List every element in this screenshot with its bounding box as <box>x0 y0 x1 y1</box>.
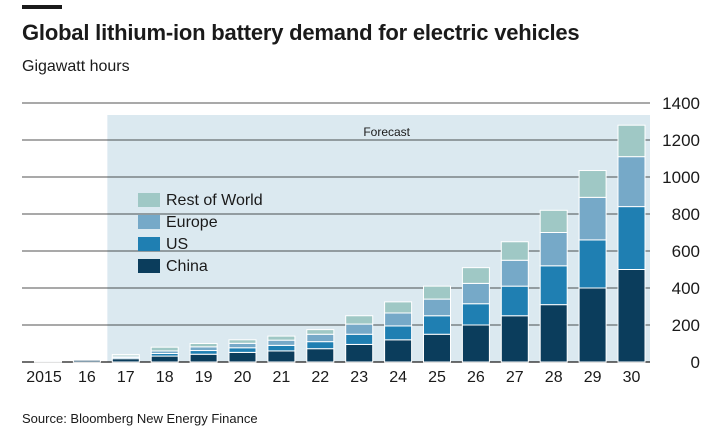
bar-europe <box>461 282 490 305</box>
x-tick-label: 30 <box>623 369 641 386</box>
bar-rest-of-world <box>345 315 374 325</box>
y-tick-label: 1400 <box>662 94 700 113</box>
bar-china <box>189 353 218 363</box>
bar-us <box>267 344 296 352</box>
bar-europe <box>384 312 413 327</box>
source-note: Source: Bloomberg New Energy Finance <box>22 411 258 426</box>
legend-label-europe: Europe <box>166 214 218 231</box>
bar-rest-of-world <box>150 346 179 352</box>
bar-europe <box>578 196 607 241</box>
chart-subtitle: Gigawatt hours <box>22 58 130 75</box>
bar-china <box>150 355 179 363</box>
x-tick-label: 21 <box>273 369 291 386</box>
y-tick-label: 400 <box>672 279 700 298</box>
bar-rest-of-world <box>228 339 257 344</box>
bar-china <box>228 351 257 363</box>
x-tick-label: 2015 <box>26 369 62 386</box>
bar-rest-of-world <box>189 343 218 348</box>
bar-us <box>461 303 490 326</box>
bar-china <box>617 269 646 363</box>
bar-rest-of-world <box>617 124 646 158</box>
bar-europe <box>306 333 335 343</box>
x-tick-label: 24 <box>389 369 407 386</box>
bar-rest-of-world <box>384 301 413 314</box>
y-tick-label: 800 <box>672 205 700 224</box>
legend-label-us: US <box>166 236 188 253</box>
bar-china <box>423 333 451 363</box>
x-tick-label: 26 <box>467 369 485 386</box>
bar-china <box>539 304 568 363</box>
bar-china <box>384 339 413 363</box>
legend-swatch-china <box>138 259 160 273</box>
x-tick-label: 27 <box>506 369 524 386</box>
bar-china <box>345 343 374 363</box>
legend-swatch-rest-of-world <box>138 193 160 207</box>
bar-rest-of-world <box>306 329 335 335</box>
bar-us <box>539 265 568 306</box>
x-tick-label: 22 <box>311 369 329 386</box>
x-tick-label: 28 <box>545 369 563 386</box>
x-tick-label: 17 <box>117 369 135 386</box>
y-tick-label: 200 <box>672 316 700 335</box>
legend-label-rest-of-world: Rest of World <box>166 192 263 209</box>
bar-china <box>267 350 296 363</box>
bar-europe <box>345 323 374 335</box>
bar-rest-of-world <box>267 335 296 341</box>
bar-us <box>500 285 529 317</box>
bar-us <box>578 239 607 289</box>
bar-europe <box>423 298 451 317</box>
bar-europe <box>617 156 646 208</box>
y-tick-label: 600 <box>672 242 700 261</box>
bar-rest-of-world <box>423 285 451 300</box>
bar-us <box>189 350 218 355</box>
y-tick-label: 1000 <box>662 168 700 187</box>
bar-china <box>578 287 607 363</box>
chart-title: Global lithium-ion battery demand for el… <box>22 20 580 45</box>
bar-china <box>461 324 490 363</box>
bar-rest-of-world <box>500 241 529 261</box>
legend-swatch-us <box>138 237 160 251</box>
y-tick-label: 1200 <box>662 131 700 150</box>
legend-swatch-europe <box>138 215 160 229</box>
bar-us <box>617 206 646 271</box>
x-tick-label: 18 <box>156 369 174 386</box>
bar-europe <box>189 346 218 352</box>
x-tick-label: 29 <box>584 369 602 386</box>
bar-europe <box>539 232 568 267</box>
bar-us <box>384 325 413 341</box>
x-tick-label: 19 <box>195 369 213 386</box>
x-tick-label: 16 <box>78 369 96 386</box>
bar-rest-of-world <box>578 170 607 198</box>
bar-rest-of-world <box>461 267 490 284</box>
x-tick-label: 25 <box>428 369 446 386</box>
title-rule <box>22 5 62 9</box>
forecast-label: Forecast <box>363 125 410 139</box>
bar-us <box>306 341 335 350</box>
y-tick-label: 0 <box>691 353 700 372</box>
bar-china <box>500 315 529 363</box>
bar-rest-of-world <box>111 354 140 357</box>
bar-us <box>423 315 451 335</box>
legend-label-china: China <box>166 258 208 275</box>
bar-europe <box>267 339 296 346</box>
bar-china <box>306 348 335 363</box>
bar-us <box>345 333 374 345</box>
bar-europe <box>500 259 529 287</box>
x-tick-label: 20 <box>234 369 252 386</box>
bar-europe <box>228 342 257 349</box>
x-tick-label: 23 <box>350 369 368 386</box>
bar-rest-of-world <box>539 209 568 234</box>
bar-us <box>228 347 257 353</box>
